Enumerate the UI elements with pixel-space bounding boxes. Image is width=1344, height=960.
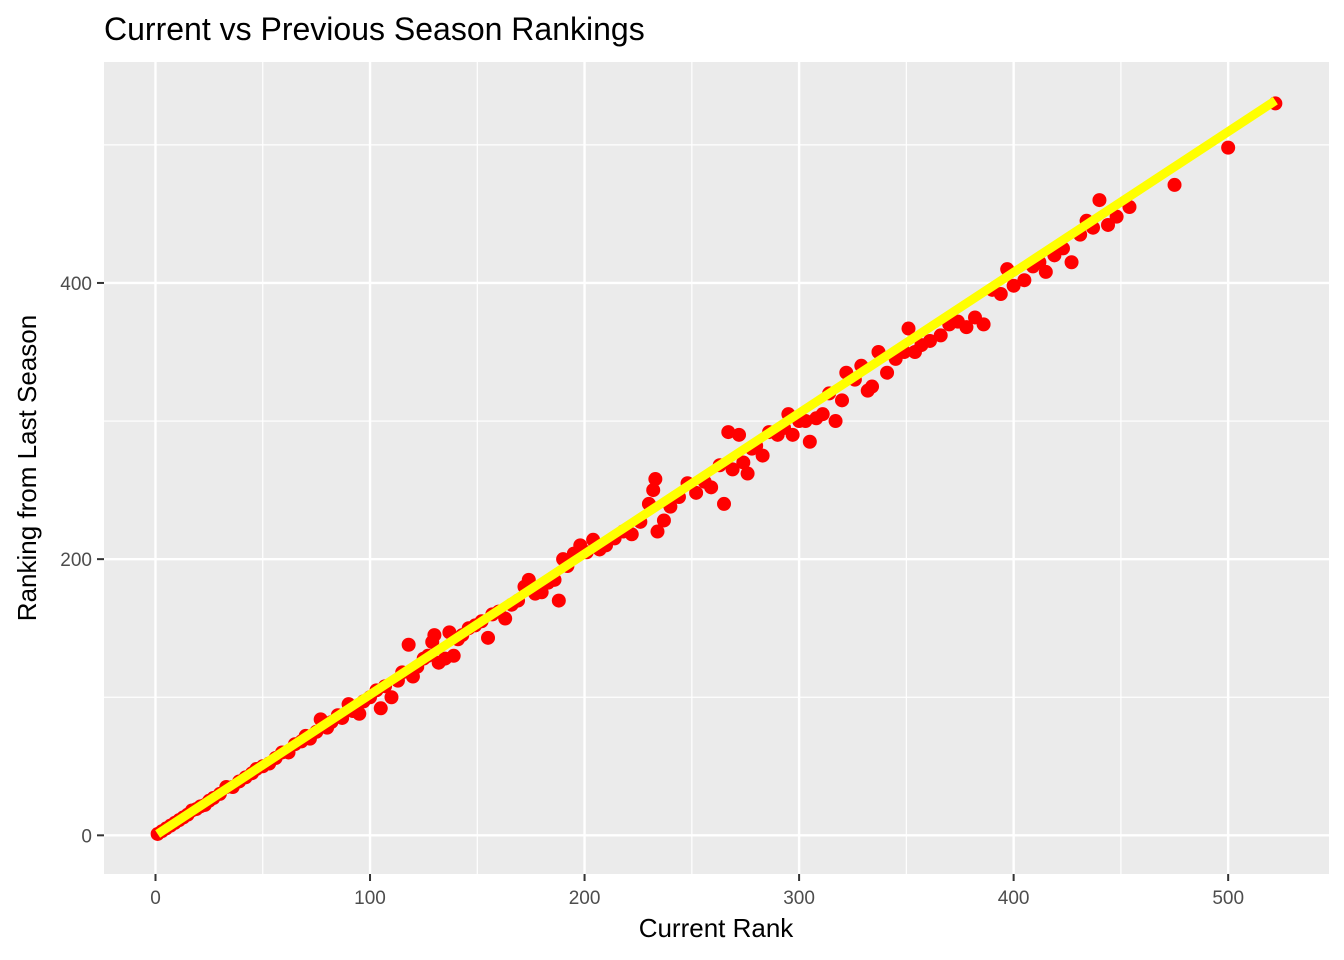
data-point xyxy=(1017,273,1032,288)
data-point xyxy=(1221,140,1236,155)
data-point xyxy=(721,425,736,440)
data-point xyxy=(689,485,704,500)
data-point xyxy=(802,434,817,449)
data-point xyxy=(740,466,755,481)
data-point xyxy=(835,393,850,408)
data-point xyxy=(551,593,566,608)
data-point xyxy=(933,328,948,343)
data-point xyxy=(646,483,661,498)
x-axis-title: Current Rank xyxy=(639,913,795,943)
data-point xyxy=(993,287,1008,301)
minor-gridlines xyxy=(104,62,1329,874)
data-point xyxy=(1167,177,1182,192)
x-tick-label: 500 xyxy=(1212,888,1244,909)
data-point xyxy=(1006,278,1021,293)
y-tick-label: 200 xyxy=(60,550,92,571)
data-point xyxy=(815,407,830,422)
data-point xyxy=(880,365,895,380)
data-point xyxy=(865,379,880,394)
major-gridlines xyxy=(104,62,1329,874)
x-tick-label: 300 xyxy=(783,888,815,909)
data-point xyxy=(656,513,671,528)
data-point xyxy=(373,701,388,716)
y-axis: 0 200 400 xyxy=(60,274,104,847)
data-point xyxy=(624,527,639,542)
data-point xyxy=(828,414,843,429)
data-point xyxy=(648,472,663,487)
x-tick-label: 400 xyxy=(998,888,1030,909)
data-point xyxy=(798,414,813,429)
data-point xyxy=(755,448,770,463)
data-point xyxy=(650,524,665,539)
data-point xyxy=(498,611,513,626)
x-axis: 0 100 200 300 400 500 xyxy=(150,874,1244,909)
data-point xyxy=(785,427,800,442)
y-axis-title: Ranking from Last Season xyxy=(12,315,42,621)
data-point xyxy=(704,480,719,495)
data-point xyxy=(1109,209,1124,224)
x-tick-label: 0 xyxy=(150,888,161,909)
data-point xyxy=(1038,264,1053,279)
data-point xyxy=(901,321,916,336)
data-point xyxy=(401,637,416,652)
chart-title: Current vs Previous Season Rankings xyxy=(104,11,645,47)
data-point xyxy=(427,628,442,643)
data-point xyxy=(976,317,991,332)
x-tick-label: 200 xyxy=(569,888,601,909)
data-point xyxy=(959,320,974,335)
data-point xyxy=(446,648,461,663)
x-tick-label: 100 xyxy=(354,888,386,909)
data-point xyxy=(736,455,751,470)
y-tick-label: 0 xyxy=(81,826,92,847)
data-point xyxy=(384,690,399,705)
fit-line xyxy=(155,96,1278,838)
y-tick-label: 400 xyxy=(60,274,92,295)
data-point xyxy=(725,462,740,477)
data-point xyxy=(481,630,496,645)
data-point xyxy=(1092,193,1107,208)
data-point xyxy=(1064,255,1079,270)
data-point xyxy=(732,427,747,442)
data-point xyxy=(922,333,937,348)
data-point xyxy=(352,706,367,721)
data-point xyxy=(717,496,732,511)
